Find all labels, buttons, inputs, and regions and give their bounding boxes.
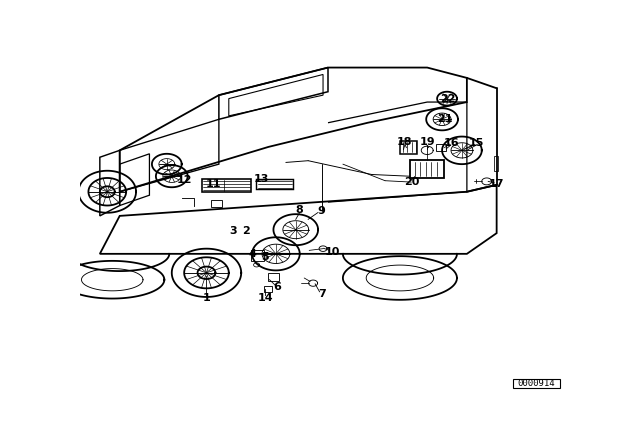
- Text: 8: 8: [296, 205, 303, 215]
- Bar: [269, 273, 280, 281]
- Text: 2: 2: [243, 226, 250, 236]
- Text: 20: 20: [404, 177, 419, 187]
- Bar: [436, 144, 446, 151]
- Text: 15: 15: [469, 138, 484, 148]
- Text: 10: 10: [324, 247, 340, 257]
- Text: 5: 5: [261, 252, 269, 262]
- Text: 7: 7: [318, 289, 326, 298]
- Bar: [264, 285, 273, 292]
- Bar: [251, 250, 264, 261]
- Text: 13: 13: [253, 174, 269, 184]
- Text: 11: 11: [206, 179, 221, 189]
- Text: 0000914: 0000914: [518, 379, 555, 388]
- Bar: [513, 379, 560, 388]
- Text: 22: 22: [440, 94, 456, 103]
- Text: 4: 4: [248, 249, 256, 259]
- Bar: [211, 200, 222, 207]
- Text: 9: 9: [317, 206, 326, 216]
- Text: 17: 17: [489, 179, 504, 189]
- Text: 3: 3: [229, 226, 237, 236]
- Bar: [400, 141, 417, 154]
- Text: 19: 19: [419, 138, 435, 147]
- Text: 14: 14: [257, 293, 273, 303]
- Text: 18: 18: [397, 138, 413, 147]
- Text: 21: 21: [437, 114, 452, 124]
- Bar: [256, 179, 293, 190]
- Text: 1: 1: [203, 293, 211, 303]
- Text: 12: 12: [177, 175, 192, 185]
- Bar: [494, 155, 498, 171]
- Text: 16: 16: [443, 138, 459, 148]
- Text: 6: 6: [273, 282, 282, 292]
- Bar: [202, 179, 251, 192]
- Bar: [410, 160, 444, 178]
